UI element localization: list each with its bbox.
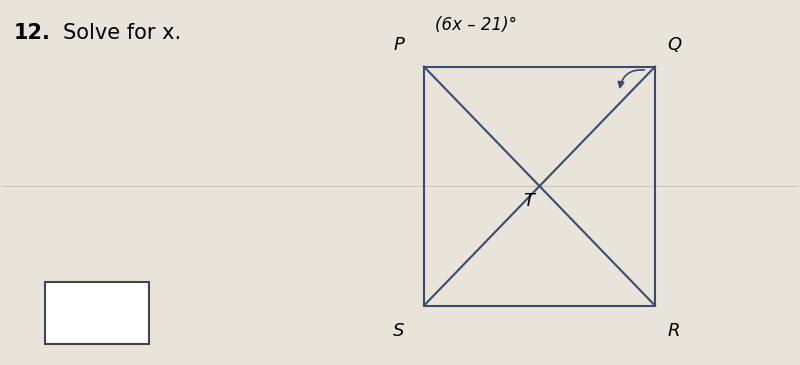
- Text: (6x – 21)°: (6x – 21)°: [434, 16, 517, 34]
- Text: Q: Q: [667, 36, 681, 54]
- Text: R: R: [667, 322, 679, 340]
- Text: P: P: [393, 36, 404, 54]
- Text: Solve for x.: Solve for x.: [62, 23, 181, 43]
- Text: 12.: 12.: [14, 23, 50, 43]
- Text: S: S: [393, 322, 404, 340]
- Bar: [46, 282, 149, 344]
- Text: T: T: [523, 192, 534, 210]
